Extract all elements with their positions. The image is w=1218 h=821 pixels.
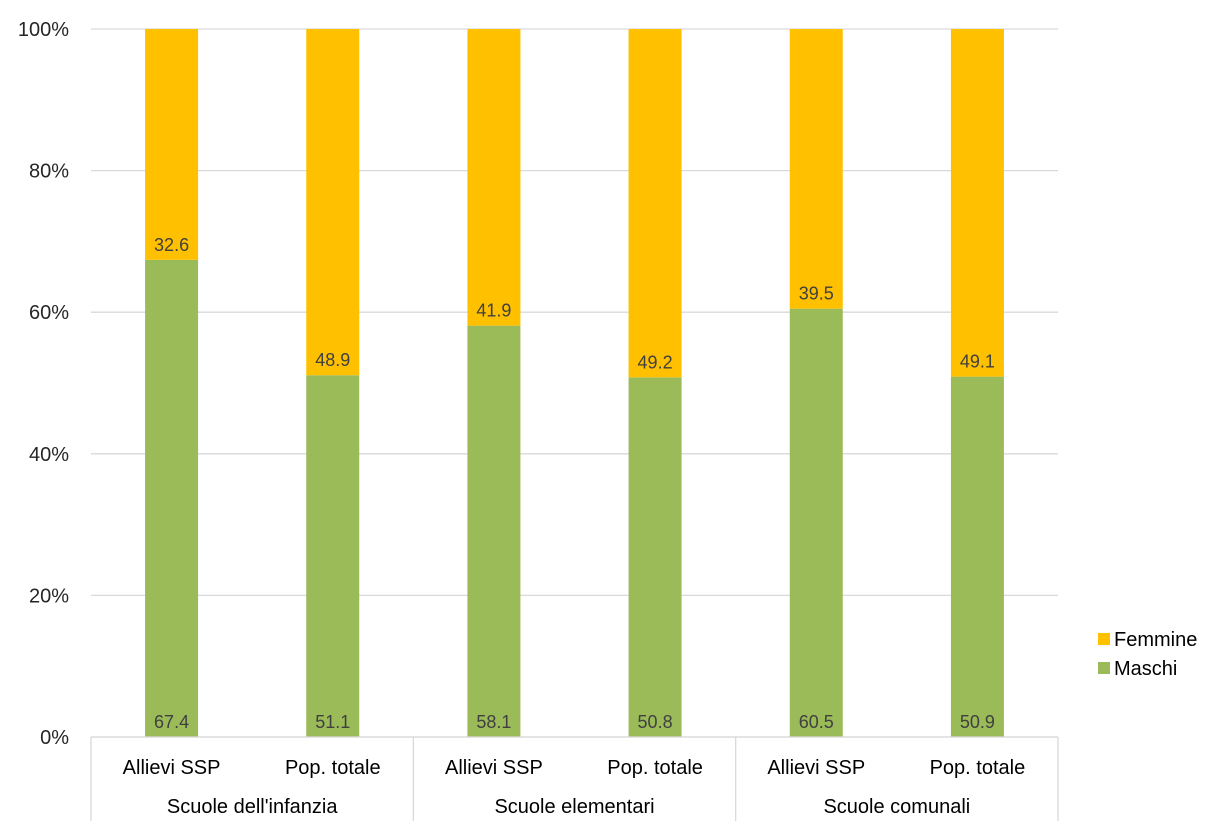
x-group-label: Scuole dell'infanzia — [167, 796, 338, 818]
legend-swatch-femmine — [1098, 633, 1110, 645]
y-tick-label: 80% — [29, 161, 69, 183]
data-label-maschi: 67.4 — [154, 712, 189, 732]
data-label-femmine: 39.5 — [799, 284, 834, 304]
x-axis: Allievi SSP Pop. totale Allievi SSP Pop. to… — [90, 736, 1059, 821]
data-label-maschi: 51.1 — [315, 712, 350, 732]
x-category-label: Allievi SSP — [767, 757, 865, 779]
gridlines — [91, 28, 1058, 738]
x-category-label: Allievi SSP — [445, 757, 543, 779]
data-label-femmine: 49.2 — [638, 352, 673, 372]
bars: 67.4 32.6 51.1 48.9 58.1 41.9 50.8 49.2 60.5 39.5… — [145, 29, 1004, 737]
bar-maschi — [145, 259, 199, 737]
y-axis: 0% 20% 40% 60% 80% 100% — [18, 19, 69, 749]
legend-label-maschi: Maschi — [1114, 658, 1177, 680]
bar-maschi — [789, 308, 843, 737]
x-category-label: Pop. totale — [607, 757, 703, 779]
data-label-femmine: 41.9 — [476, 301, 511, 321]
data-label-femmine: 32.6 — [154, 235, 189, 255]
bar-maschi — [628, 377, 682, 737]
x-group-label: Scuole elementari — [494, 796, 654, 818]
data-label-maschi: 50.9 — [960, 712, 995, 732]
legend: Femmine Maschi — [1098, 629, 1197, 680]
x-category-label: Allievi SSP — [123, 757, 221, 779]
data-label-maschi: 58.1 — [476, 712, 511, 732]
x-category-label: Pop. totale — [930, 757, 1026, 779]
bar-femmine — [145, 29, 199, 260]
bar-femmine — [306, 29, 360, 376]
data-label-femmine: 49.1 — [960, 352, 995, 372]
x-category-label: Pop. totale — [285, 757, 381, 779]
bar-femmine — [628, 29, 682, 378]
y-tick-label: 60% — [29, 302, 69, 324]
bar-maschi — [306, 375, 360, 737]
legend-label-femmine: Femmine — [1114, 629, 1197, 651]
bar-femmine — [789, 29, 843, 309]
bar-maschi — [467, 325, 521, 737]
legend-swatch-maschi — [1098, 662, 1110, 674]
data-label-maschi: 60.5 — [799, 712, 834, 732]
bar-maschi — [950, 376, 1004, 737]
y-tick-label: 40% — [29, 444, 69, 466]
y-tick-label: 100% — [18, 19, 69, 41]
x-group-label: Scuole comunali — [823, 796, 970, 818]
data-label-maschi: 50.8 — [638, 712, 673, 732]
bar-femmine — [467, 29, 521, 326]
y-tick-label: 20% — [29, 585, 69, 607]
y-tick-label: 0% — [40, 727, 69, 749]
bar-femmine — [950, 29, 1004, 377]
data-label-femmine: 48.9 — [315, 350, 350, 370]
